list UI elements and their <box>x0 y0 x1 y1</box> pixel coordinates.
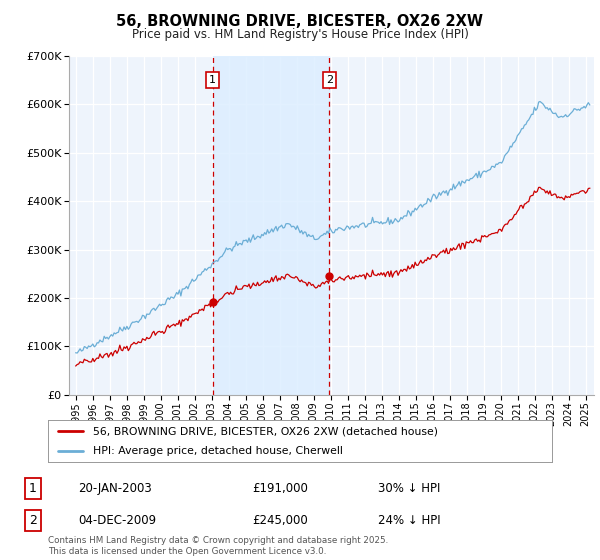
Text: 30% ↓ HPI: 30% ↓ HPI <box>378 482 440 495</box>
Text: £245,000: £245,000 <box>252 514 308 527</box>
Text: 2: 2 <box>326 74 333 85</box>
Text: 56, BROWNING DRIVE, BICESTER, OX26 2XW (detached house): 56, BROWNING DRIVE, BICESTER, OX26 2XW (… <box>94 426 439 436</box>
Text: 1: 1 <box>29 482 37 495</box>
Text: 24% ↓ HPI: 24% ↓ HPI <box>378 514 440 527</box>
Text: Price paid vs. HM Land Registry's House Price Index (HPI): Price paid vs. HM Land Registry's House … <box>131 28 469 41</box>
Text: 1: 1 <box>209 74 216 85</box>
Text: 20-JAN-2003: 20-JAN-2003 <box>78 482 152 495</box>
Text: 2: 2 <box>29 514 37 527</box>
Text: Contains HM Land Registry data © Crown copyright and database right 2025.
This d: Contains HM Land Registry data © Crown c… <box>48 536 388 556</box>
Text: HPI: Average price, detached house, Cherwell: HPI: Average price, detached house, Cher… <box>94 446 343 456</box>
Bar <box>212 56 329 395</box>
Text: 56, BROWNING DRIVE, BICESTER, OX26 2XW: 56, BROWNING DRIVE, BICESTER, OX26 2XW <box>116 14 484 29</box>
Text: £191,000: £191,000 <box>252 482 308 495</box>
Text: 04-DEC-2009: 04-DEC-2009 <box>78 514 156 527</box>
